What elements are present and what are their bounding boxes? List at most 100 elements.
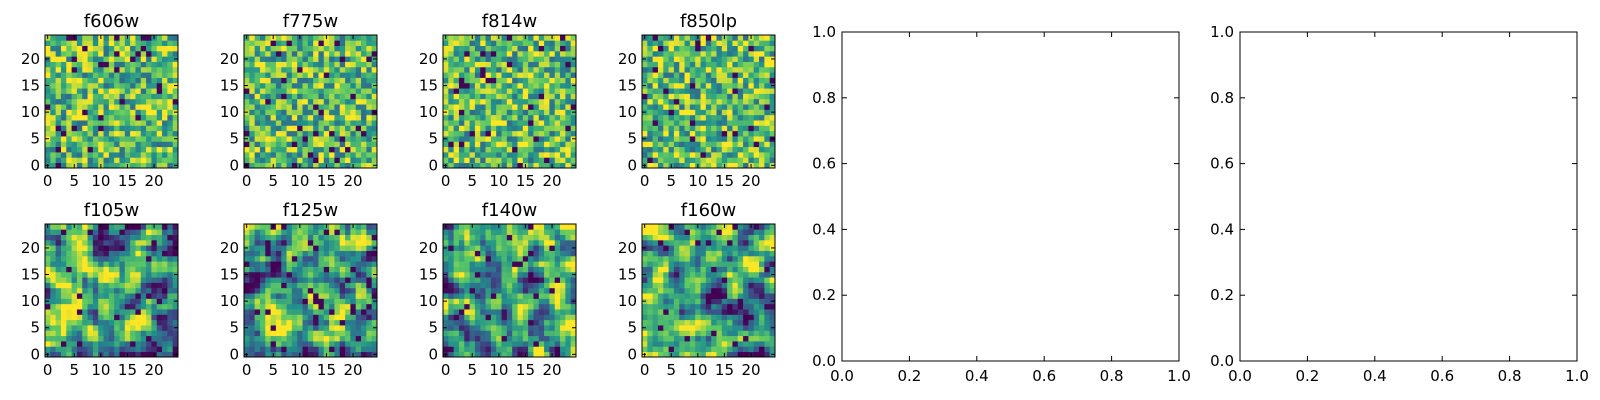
heatmap-cell — [355, 162, 362, 169]
heatmap-cell — [485, 234, 492, 241]
heatmap-cell — [652, 136, 659, 142]
heatmap-cell — [114, 93, 120, 100]
heatmap-cell — [76, 341, 83, 347]
heatmap-cell — [647, 157, 653, 164]
heatmap-cell — [469, 261, 476, 267]
heatmap-cell — [92, 104, 99, 110]
heatmap-cell — [313, 152, 319, 158]
heatmap-cell — [458, 98, 465, 105]
heatmap-cell — [743, 136, 749, 142]
heatmap-cell — [480, 245, 486, 251]
heatmap-cell — [695, 314, 701, 321]
heatmap-cell — [162, 109, 168, 116]
heatmap-cell — [151, 255, 158, 262]
heatmap-cell — [371, 152, 378, 158]
heatmap-cell — [254, 250, 261, 257]
heatmap-cell — [302, 298, 309, 305]
heatmap-cell — [732, 287, 739, 294]
heatmap-cell — [668, 88, 675, 94]
heatmap-cell — [151, 125, 158, 132]
heatmap-cell — [769, 277, 776, 283]
heatmap-cell — [92, 109, 99, 116]
heatmap-cell — [727, 82, 733, 89]
heatmap-cell — [55, 303, 62, 310]
heatmap-cell — [167, 35, 174, 41]
heatmap-cell — [727, 351, 733, 358]
heatmap-cell — [270, 271, 277, 278]
heatmap-cell — [517, 229, 524, 235]
heatmap-cell — [721, 61, 728, 68]
heatmap-cell — [721, 104, 728, 110]
heatmap-cell — [265, 271, 271, 278]
heatmap-cell — [146, 61, 152, 68]
heatmap-cell — [727, 56, 733, 62]
heatmap-cell — [554, 88, 561, 94]
heatmap-cell — [162, 330, 168, 337]
heatmap-cell — [657, 114, 664, 121]
heatmap-cell — [361, 229, 367, 235]
heatmap-cell — [130, 341, 136, 347]
heatmap-cell — [119, 141, 126, 148]
heatmap-cell — [281, 56, 287, 62]
heatmap-cell — [668, 325, 675, 331]
heatmap-cell — [156, 45, 163, 52]
heatmap-cell — [167, 261, 174, 267]
heatmap-cell — [286, 287, 293, 294]
heatmap-cell — [350, 72, 357, 78]
heatmap-cell — [323, 271, 330, 278]
heatmap-cell — [108, 136, 115, 142]
heatmap-cell — [281, 50, 287, 57]
heatmap-cell — [371, 72, 378, 78]
heatmap-cell — [501, 45, 508, 52]
heatmap-cell — [759, 72, 765, 78]
heatmap-cell — [119, 88, 126, 94]
heatmap-cell — [679, 104, 685, 110]
heatmap-cell — [345, 330, 351, 337]
heatmap-cell — [361, 351, 367, 358]
heatmap-cell — [657, 325, 664, 331]
heatmap-cell — [66, 224, 72, 230]
heatmap-cell — [458, 125, 465, 132]
heatmap-cell — [307, 98, 314, 105]
heatmap-cell — [711, 120, 717, 126]
heatmap-cell — [119, 109, 126, 116]
heatmap-cell — [265, 146, 271, 153]
heatmap-cell — [448, 109, 454, 116]
heatmap-cell — [291, 61, 298, 68]
heatmap-cell — [334, 157, 341, 164]
heatmap-cell — [366, 35, 373, 41]
heatmap-cell — [496, 56, 502, 62]
heatmap-cell — [522, 61, 529, 68]
heatmap-cell — [98, 66, 104, 73]
heatmap-cell — [71, 104, 78, 110]
heatmap-cell — [480, 271, 486, 278]
x-tick-label: 15 — [118, 172, 137, 190]
heatmap-cell — [339, 224, 346, 230]
heatmap-cell — [647, 335, 653, 342]
heatmap-cell — [92, 130, 99, 137]
heatmap-cell — [533, 346, 540, 353]
heatmap-cell — [345, 224, 351, 230]
heatmap-cell — [254, 50, 261, 57]
heatmap-cell — [544, 293, 550, 299]
heatmap-cell — [485, 125, 492, 132]
heatmap-cell — [679, 335, 685, 342]
heatmap-cell — [464, 335, 470, 342]
heatmap-cell — [501, 229, 508, 235]
heatmap-cell — [254, 229, 261, 235]
heatmap-cell — [652, 277, 659, 283]
heatmap-cell — [323, 93, 330, 100]
heatmap-cell — [50, 56, 56, 62]
heatmap-cell — [103, 152, 110, 158]
heatmap-cell — [743, 104, 749, 110]
heatmap-cell — [355, 136, 362, 142]
heatmap-cell — [265, 93, 271, 100]
heatmap-cell — [684, 157, 691, 164]
heatmap-cell — [286, 239, 293, 246]
heatmap-cell — [560, 125, 566, 132]
heatmap-cell — [533, 82, 540, 89]
heatmap-cell — [458, 56, 465, 62]
heatmap-cell — [533, 109, 540, 116]
heatmap-cell — [361, 287, 367, 294]
